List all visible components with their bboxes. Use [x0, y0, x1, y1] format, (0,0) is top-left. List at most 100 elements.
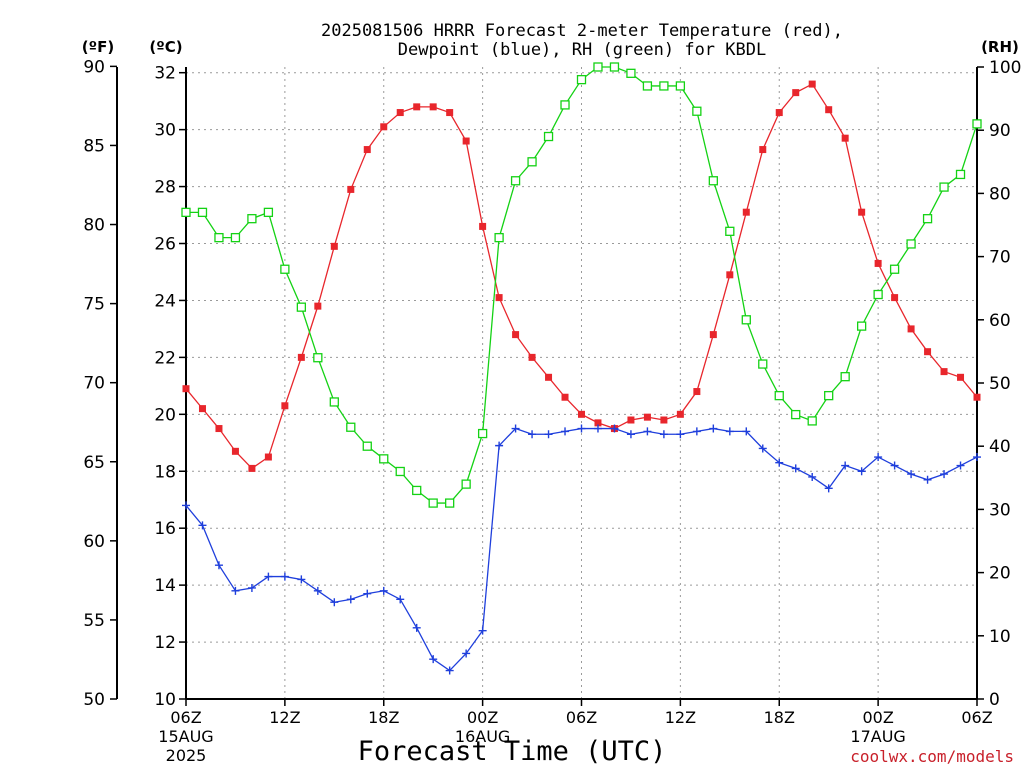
temperature-point	[858, 208, 866, 216]
temperature-point	[248, 464, 256, 472]
temperature-point	[429, 103, 437, 111]
temperature-point	[627, 416, 635, 424]
dewpoint-point	[182, 501, 190, 510]
credit-label: coolwx.com/models	[850, 747, 1014, 766]
fahrenheit-tick-label: 55	[83, 611, 105, 631]
rh-point	[758, 359, 768, 369]
celsius-tick-label: 10	[154, 690, 176, 710]
x-tick-label: 00Z	[467, 708, 498, 727]
temperature-point	[479, 222, 487, 230]
temperature-point	[297, 353, 305, 361]
dewpoint-point	[528, 430, 537, 439]
x-tick-label: 12Z	[269, 708, 300, 727]
dewpoint-point	[511, 424, 520, 433]
rh-point	[955, 169, 966, 180]
temperature-point	[594, 419, 602, 427]
rh-point	[461, 479, 471, 489]
fahrenheit-tick-label: 70	[83, 374, 105, 394]
rh-point	[494, 232, 504, 243]
temperature-point	[973, 393, 981, 401]
temperature-point	[528, 353, 536, 361]
dewpoint-point	[808, 472, 817, 481]
x-tick-date-label: 15AUG	[158, 727, 213, 746]
rh-tick-label: 40	[989, 437, 1011, 457]
dewpoint-point	[379, 586, 388, 595]
x-tick-label: 12Z	[665, 708, 696, 727]
fahrenheit-tick-label: 85	[83, 136, 105, 156]
x-tick-label: 18Z	[368, 708, 399, 727]
rh-point	[263, 207, 274, 218]
dewpoint-point	[264, 572, 273, 581]
rh-point	[197, 207, 208, 218]
temperature-point	[759, 146, 767, 154]
fahrenheit-tick-label: 50	[83, 690, 105, 710]
rh-point	[675, 81, 686, 91]
dewpoint-point	[758, 444, 767, 453]
temperature-point	[792, 89, 800, 97]
celsius-tick-label: 30	[154, 121, 176, 141]
celsius-tick-label: 28	[154, 178, 176, 198]
dewpoint-point	[775, 458, 784, 467]
rh-point	[362, 441, 372, 451]
celsius-tick-label: 16	[154, 519, 176, 539]
axes: 50 55 60 65 70 75 80 85 90 10 12 14 16 18 20 22 24 26 28 30…	[83, 57, 1021, 765]
temperature-point	[709, 331, 717, 339]
rh-point	[824, 390, 834, 401]
chart-title-line2: Dewpoint (blue), RH (green) for KBDL	[398, 40, 766, 60]
dewpoint-point	[313, 586, 322, 595]
rh-point	[807, 416, 817, 426]
x-tick-label: 06Z	[961, 708, 992, 727]
fahrenheit-tick-label: 80	[83, 216, 105, 236]
temperature-point	[808, 80, 816, 88]
x-tick-year-label: 2025	[166, 746, 207, 765]
dewpoint-point	[923, 475, 932, 484]
celsius-unit-label: (ºC)	[149, 38, 182, 56]
rh-point	[445, 498, 455, 508]
temperature-point	[924, 348, 932, 356]
temperature-point	[907, 325, 915, 333]
temperature-point	[264, 453, 272, 461]
dewpoint-point	[643, 427, 652, 436]
rh-point	[214, 232, 224, 243]
rh-point	[329, 397, 339, 407]
temperature-point	[957, 373, 965, 381]
series-rh	[181, 62, 982, 508]
rh-point	[346, 422, 356, 432]
rh-point	[774, 390, 784, 401]
celsius-tick-label: 20	[154, 405, 176, 425]
rh-point	[725, 226, 735, 236]
temperature-point	[676, 410, 684, 418]
rh-tick-label: 50	[989, 374, 1011, 394]
temperature-point	[462, 137, 470, 145]
dewpoint-point	[544, 430, 553, 439]
dewpoint-point	[742, 427, 751, 436]
rh-tick-label: 80	[989, 184, 1011, 204]
dewpoint-point	[577, 424, 586, 433]
temperature-point	[578, 410, 585, 418]
temperature-point	[693, 388, 701, 396]
x-tick-label: 06Z	[566, 708, 597, 727]
temperature-point	[198, 405, 206, 413]
rh-point	[412, 485, 422, 496]
rh-point	[708, 176, 718, 186]
temperature-point	[446, 109, 454, 117]
x-tick-date-label: 16AUG	[455, 727, 510, 746]
fahrenheit-tick-label: 90	[83, 57, 105, 77]
rh-tick-label: 70	[989, 248, 1011, 268]
rh-point	[856, 321, 867, 331]
rh-point	[560, 100, 570, 110]
rh-point	[510, 176, 521, 186]
dewpoint-point	[890, 461, 899, 470]
temperature-point	[726, 271, 734, 279]
rh-point	[659, 81, 669, 91]
celsius-tick-label: 22	[154, 348, 176, 368]
temperature-point	[231, 447, 239, 455]
dewpoint-point	[280, 572, 289, 581]
rh-point	[692, 106, 702, 116]
rh-point	[626, 68, 636, 78]
temperature-point	[363, 146, 371, 154]
dewpoint-point	[593, 424, 602, 433]
rh-tick-label: 100	[989, 58, 1021, 78]
rh-point	[939, 182, 949, 192]
dewpoint-point	[676, 430, 685, 439]
